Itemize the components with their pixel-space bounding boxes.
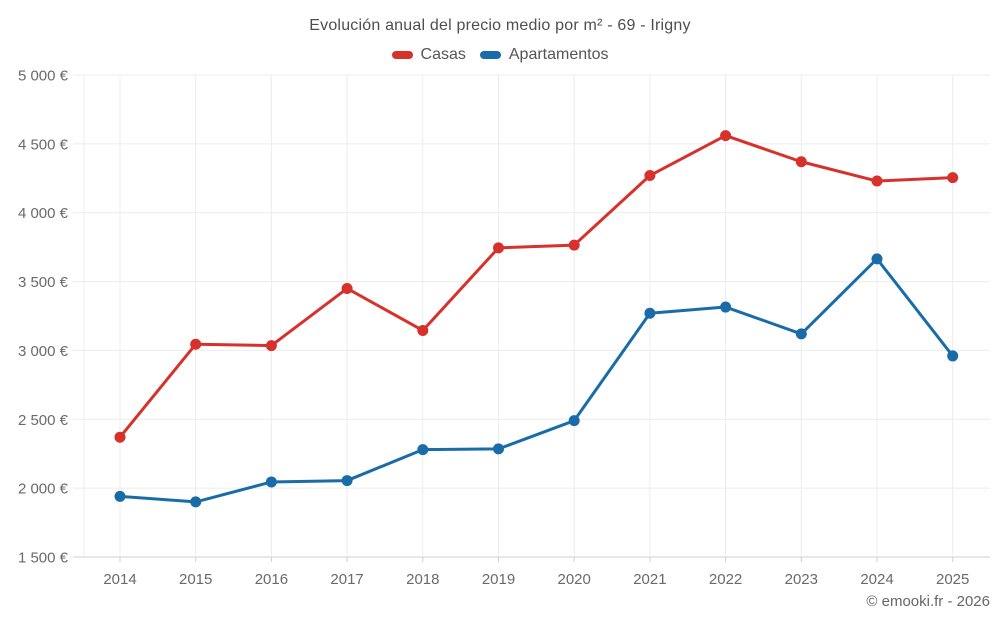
data-point-apartamentos-2023[interactable] (795, 328, 807, 340)
data-point-apartamentos-2024[interactable] (871, 253, 883, 265)
data-point-apartamentos-2018[interactable] (417, 444, 429, 456)
data-point-apartamentos-2016[interactable] (265, 476, 277, 488)
y-axis-tick-label: 3 500 € (18, 274, 69, 291)
legend-label-apartamentos: Apartamentos (508, 46, 609, 63)
data-point-casas-2015[interactable] (190, 338, 202, 350)
legend-swatch-casas-icon (391, 51, 413, 59)
x-axis-tick-label: 2016 (255, 571, 288, 588)
chart-legend: Casas Apartamentos (0, 46, 1000, 64)
data-point-apartamentos-2021[interactable] (644, 307, 656, 319)
y-axis-tick-label: 3 000 € (18, 343, 69, 360)
data-point-apartamentos-2014[interactable] (114, 490, 126, 502)
x-axis-tick-label: 2015 (179, 571, 212, 588)
x-axis-tick-label: 2020 (558, 571, 591, 588)
y-axis-tick-label: 4 000 € (18, 205, 69, 222)
legend-item-apartamentos[interactable]: Apartamentos (479, 46, 609, 64)
data-point-apartamentos-2017[interactable] (341, 475, 353, 487)
chart-title: Evolución anual del precio medio por m² … (309, 17, 691, 34)
data-point-casas-2021[interactable] (644, 170, 656, 182)
x-axis-tick-label: 2023 (785, 571, 818, 588)
data-point-casas-2019[interactable] (493, 242, 504, 254)
y-axis-tick-label: 5 000 € (18, 68, 69, 85)
data-point-apartamentos-2020[interactable] (568, 415, 580, 427)
data-point-apartamentos-2015[interactable] (190, 496, 202, 508)
legend-label-casas: Casas (420, 46, 466, 63)
x-axis-tick-label: 2021 (633, 571, 666, 588)
data-point-casas-2023[interactable] (795, 156, 807, 168)
x-axis-tick-label: 2014 (103, 571, 136, 588)
x-axis-tick-label: 2024 (860, 571, 893, 588)
data-point-casas-2018[interactable] (417, 324, 429, 336)
data-point-casas-2016[interactable] (265, 340, 277, 352)
x-axis-tick-label: 2017 (330, 571, 363, 588)
data-point-apartamentos-2019[interactable] (493, 443, 504, 455)
x-axis-tick-label: 2025 (936, 571, 969, 588)
y-axis-tick-label: 2 000 € (18, 481, 69, 498)
data-point-apartamentos-2022[interactable] (720, 301, 732, 313)
copyright-watermark: © emooki.fr - 2026 (866, 593, 990, 610)
data-point-casas-2020[interactable] (568, 239, 580, 251)
data-point-apartamentos-2025[interactable] (947, 350, 959, 362)
legend-item-casas[interactable]: Casas (391, 46, 466, 64)
data-point-casas-2022[interactable] (720, 130, 732, 142)
legend-swatch-apartamentos-icon (479, 51, 501, 59)
y-axis-tick-label: 1 500 € (18, 550, 69, 567)
data-point-casas-2025[interactable] (947, 172, 959, 184)
x-axis-tick-label: 2019 (482, 571, 515, 588)
data-point-casas-2014[interactable] (114, 431, 126, 443)
data-point-casas-2017[interactable] (341, 282, 353, 294)
x-axis-tick-label: 2018 (406, 571, 439, 588)
y-axis-tick-label: 2 500 € (18, 412, 69, 429)
series-line-apartamentos (118, 257, 955, 504)
data-point-casas-2024[interactable] (871, 175, 883, 187)
y-axis-tick-label: 4 500 € (18, 136, 69, 153)
series-line-casas (118, 134, 955, 439)
x-axis-tick-label: 2022 (709, 571, 742, 588)
